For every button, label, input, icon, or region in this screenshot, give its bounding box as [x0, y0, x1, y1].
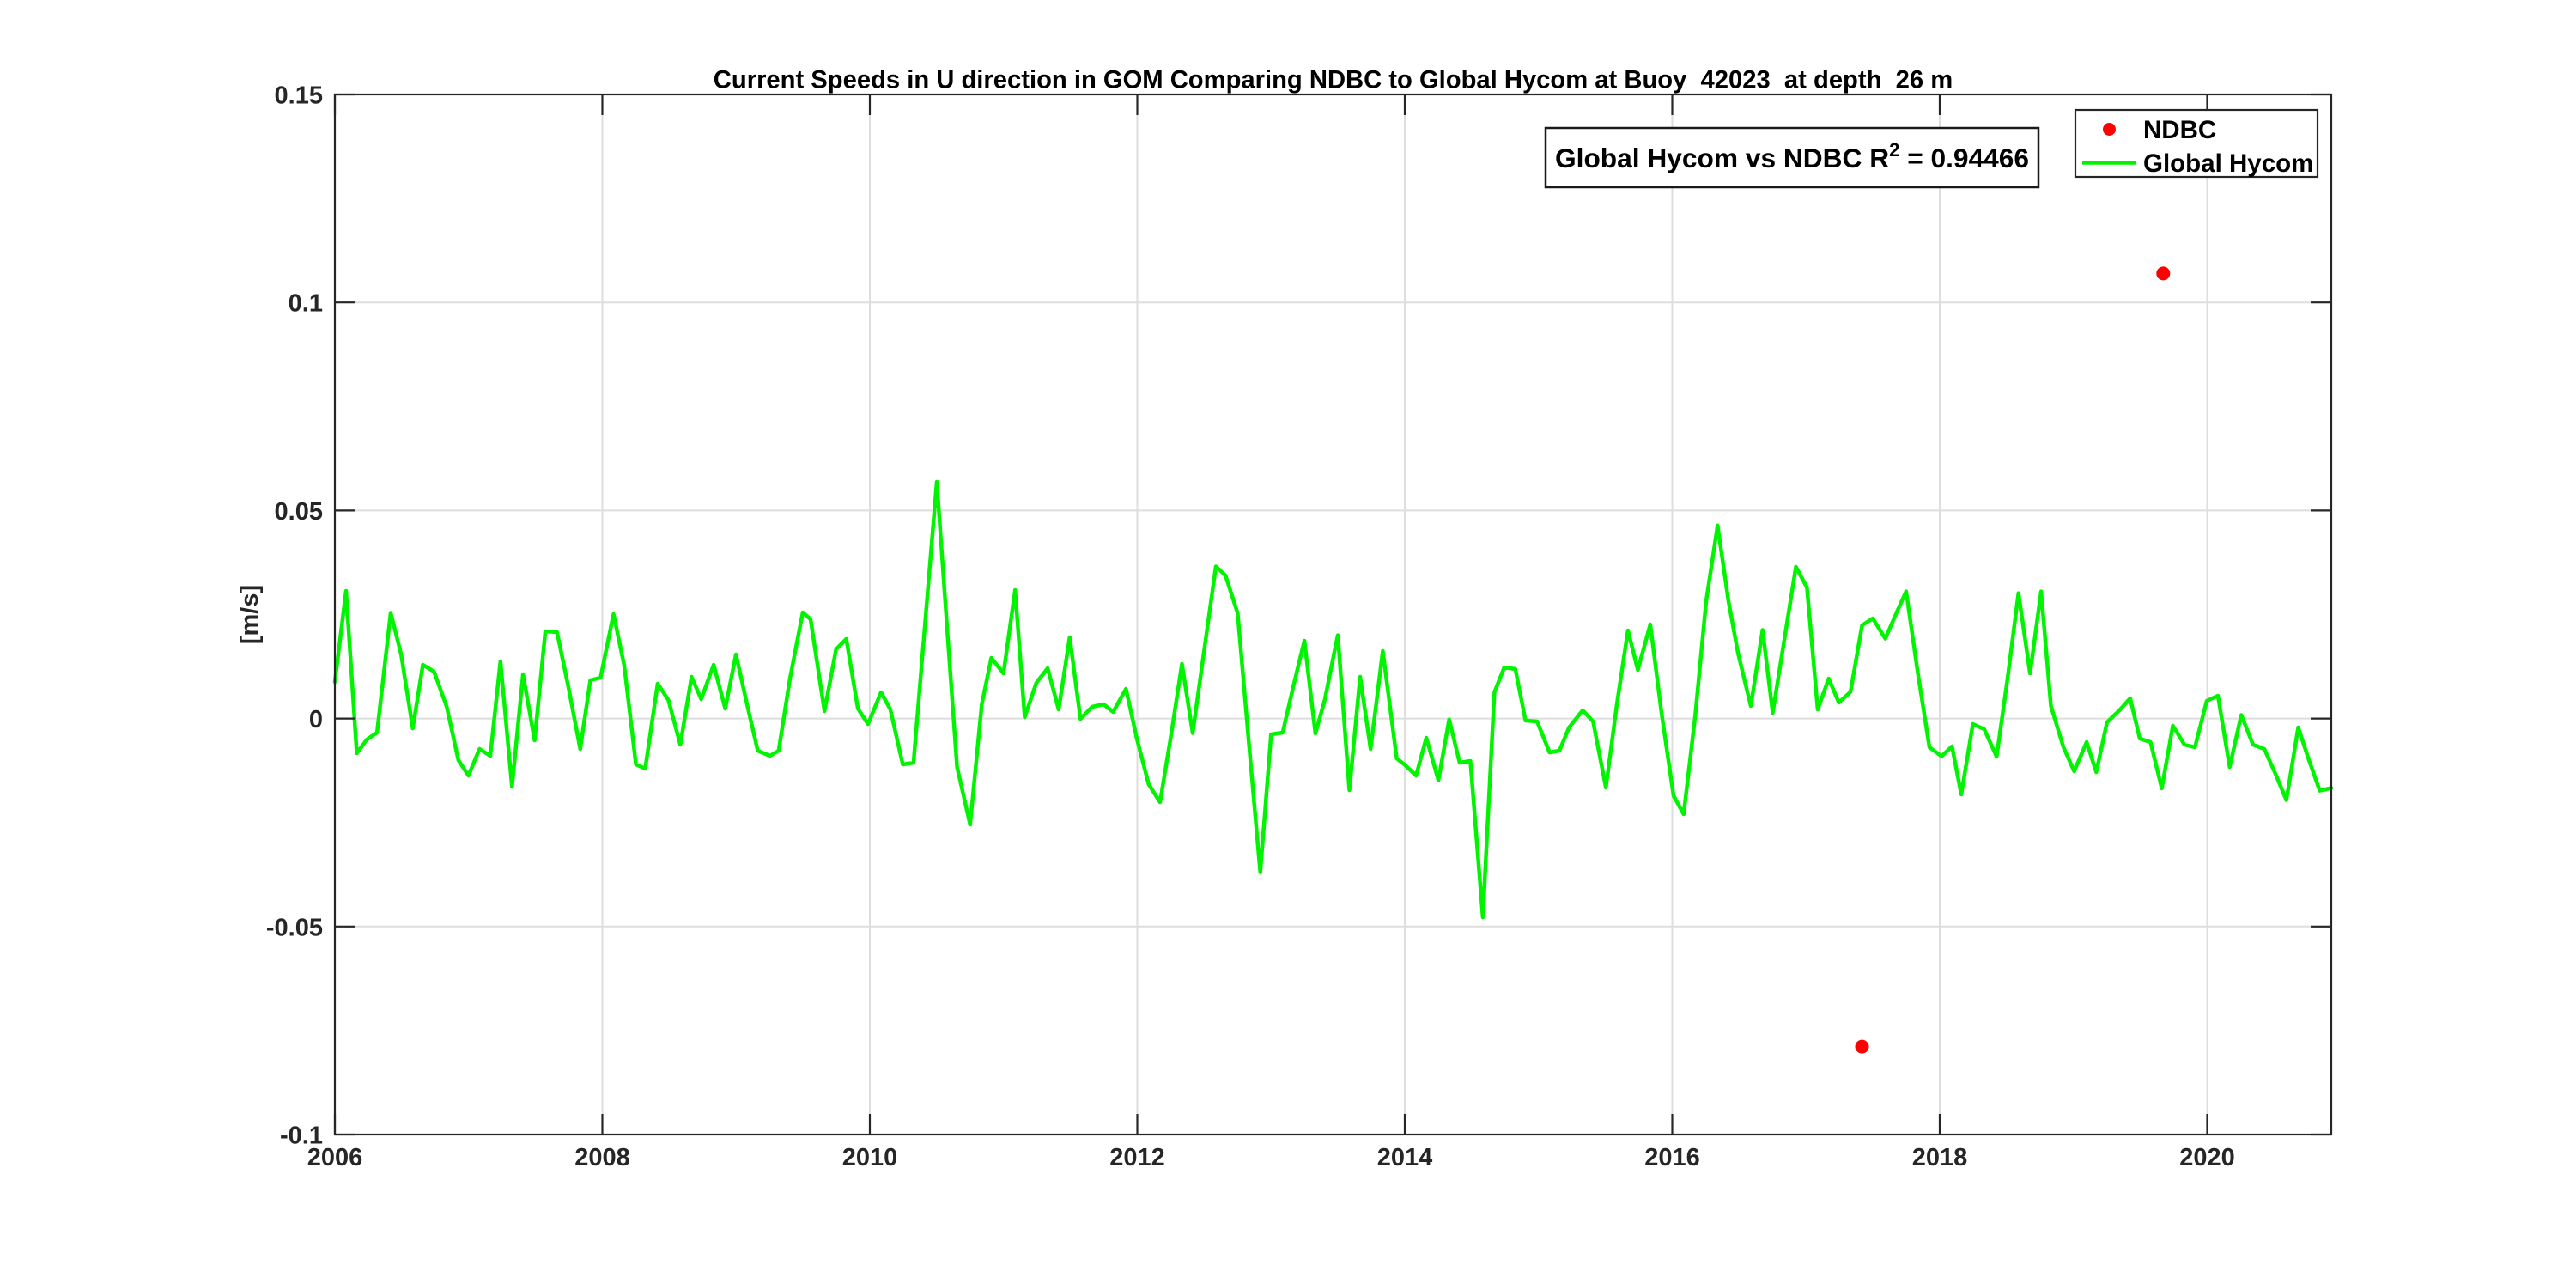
svg-text:-0.05: -0.05 [266, 914, 323, 941]
svg-text:NDBC: NDBC [2143, 116, 2216, 144]
svg-text:[m/s]: [m/s] [236, 585, 264, 644]
svg-text:Global Hycom vs NDBC R2 = 0.94: Global Hycom vs NDBC R2 = 0.94466 [1555, 139, 2029, 173]
svg-text:0.05: 0.05 [275, 498, 323, 526]
svg-text:2018: 2018 [1912, 1144, 1968, 1172]
svg-text:Global Hycom: Global Hycom [2143, 149, 2313, 178]
svg-text:2020: 2020 [2179, 1144, 2235, 1172]
svg-text:0: 0 [309, 706, 323, 733]
svg-text:2012: 2012 [1109, 1144, 1165, 1172]
svg-text:2006: 2006 [307, 1144, 363, 1172]
svg-text:Current Speeds in U direction: Current Speeds in U direction in GOM Com… [714, 67, 1953, 94]
svg-text:-0.1: -0.1 [280, 1123, 323, 1150]
svg-text:0.1: 0.1 [289, 290, 323, 318]
svg-text:0.15: 0.15 [275, 82, 323, 110]
svg-text:2008: 2008 [574, 1144, 630, 1172]
svg-text:2016: 2016 [1644, 1144, 1700, 1172]
svg-text:2010: 2010 [842, 1144, 898, 1172]
svg-text:2014: 2014 [1377, 1144, 1433, 1172]
